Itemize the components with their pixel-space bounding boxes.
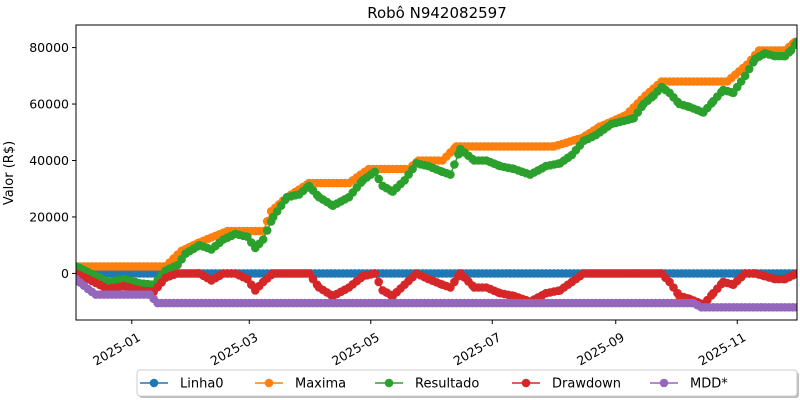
legend-swatch-marker	[264, 378, 274, 388]
x-tick-label: 2025-01	[90, 329, 143, 368]
plot-frame	[75, 24, 798, 321]
legend-label: Resultado	[415, 377, 479, 392]
legend-label: Maxima	[295, 377, 346, 392]
data-point-resultado	[792, 37, 797, 47]
data-point-drawdown	[370, 269, 380, 278]
legend-swatch-marker	[521, 378, 531, 388]
x-tick-label: 2025-03	[208, 329, 261, 368]
x-tick-label: 2025-11	[696, 329, 749, 368]
data-point-resultado	[374, 174, 384, 184]
legend-item-mdd: MDD*	[650, 377, 728, 392]
series-line-maxima	[76, 41, 796, 268]
x-tick-label: 2025-05	[329, 329, 382, 368]
chart-title: Robô N942082597	[367, 4, 507, 22]
x-tick-label: 2025-09	[574, 329, 627, 368]
data-point-drawdown	[792, 269, 797, 278]
data-point-resultado	[740, 71, 750, 81]
data-point-resultado	[744, 64, 754, 74]
data-point-resultado	[450, 160, 459, 169]
series-drawdown	[76, 269, 797, 309]
series-resultado	[76, 37, 797, 290]
data-point-resultado	[262, 226, 272, 235]
legend-item-linha0: Linha0	[140, 377, 224, 392]
y-tick-label: 0	[61, 266, 69, 281]
legend-swatch-marker	[659, 378, 669, 388]
legend: Linha0 Maxima Resultado Drawdown MDD*	[136, 369, 799, 398]
legend-item-resultado: Resultado	[375, 377, 479, 392]
data-point-drawdown	[374, 277, 384, 287]
data-point-resultado	[446, 170, 455, 179]
x-tick-label: 2025-07	[451, 329, 504, 368]
y-tick-label: 20000	[29, 209, 69, 224]
y-tick-label: 40000	[29, 153, 69, 168]
legend-label: Linha0	[180, 377, 224, 392]
y-tick-label: 60000	[29, 97, 69, 112]
legend-label: MDD*	[690, 377, 728, 392]
legend-box	[136, 369, 798, 397]
legend-item-drawdown: Drawdown	[512, 377, 621, 392]
legend-item-maxima: Maxima	[255, 377, 346, 392]
y-tick-label: 80000	[29, 40, 69, 55]
data-point-resultado	[370, 167, 380, 177]
axes-layer: 0 20000 40000 60000 80000 2025-01 2025-03 2025-…	[29, 24, 798, 368]
series-maxima	[76, 37, 797, 271]
data-point-resultado	[258, 235, 268, 244]
data-point-mdd	[792, 303, 797, 312]
series-layer	[76, 37, 797, 312]
legend-swatch-marker	[149, 378, 159, 388]
legend-label: Drawdown	[552, 377, 621, 392]
series-mdd	[76, 274, 797, 312]
legend-swatch-marker	[384, 378, 394, 388]
y-axis-label: Valor (R$)	[2, 141, 17, 205]
